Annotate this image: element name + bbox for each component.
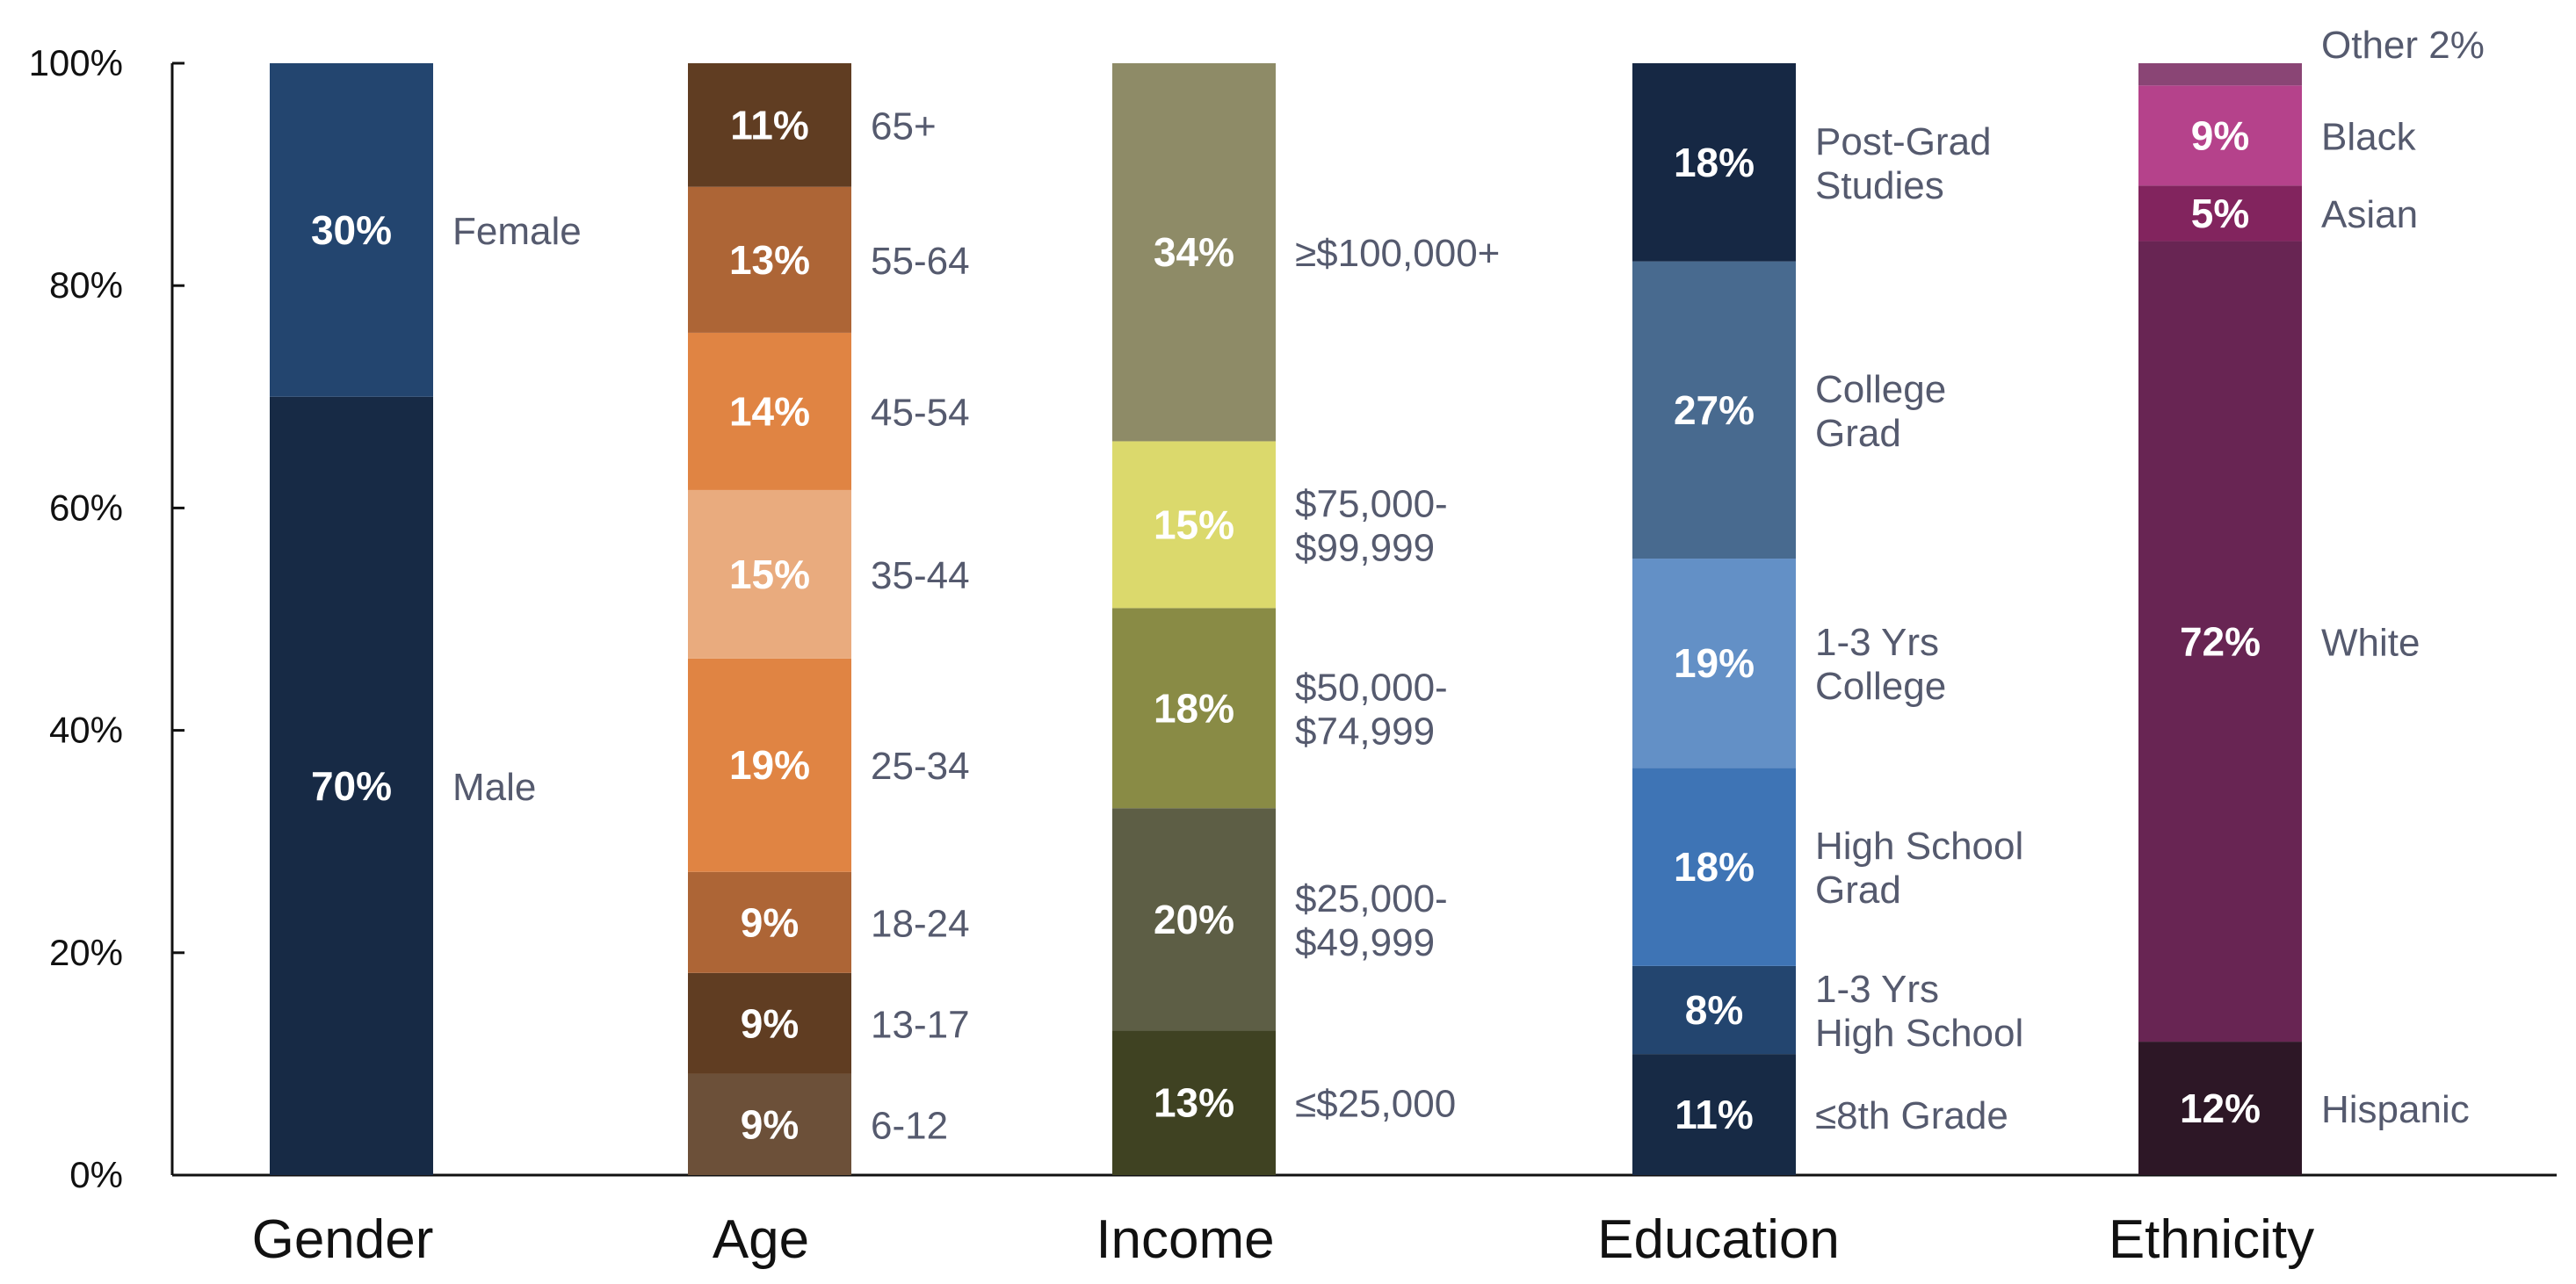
- segment-label-ethnicity: Asian: [2321, 193, 2418, 236]
- data-label: 18%: [1674, 844, 1755, 890]
- y-tick-label: 0%: [69, 1154, 123, 1195]
- bar-segment-education-college-grad: [1632, 261, 1796, 559]
- bar-segment-income-25-000: [1112, 1030, 1276, 1175]
- segment-label-age: 18-24: [871, 902, 970, 945]
- bar-segment-ethnicity-white: [2138, 241, 2302, 1042]
- segment-label-age: 13-17: [871, 1003, 970, 1046]
- group-label-gender: Gender: [252, 1209, 434, 1270]
- data-label: 14%: [729, 388, 810, 434]
- bar-segment-age-55-64: [688, 186, 851, 333]
- group-label-age: Age: [713, 1209, 809, 1270]
- segment-label-education: 1-3 Yrs High School: [1815, 968, 2023, 1055]
- bar-segment-gender-female: [270, 63, 433, 397]
- data-label: 19%: [1674, 640, 1755, 686]
- segment-label-education: Post-Grad Studies: [1815, 120, 1992, 207]
- data-label: 9%: [741, 899, 799, 945]
- bar-segment-income-100-000: [1112, 63, 1276, 442]
- segment-label-income: $25,000-$49,999: [1295, 877, 1448, 964]
- bar-segment-age-45-54: [688, 332, 851, 490]
- labels: 70% Male 30% Female Gender 9% 6-12 9% 13-17 9% 18-…: [252, 24, 2485, 1270]
- segment-label-age: 6-12: [871, 1104, 948, 1147]
- bar-segment-ethnicity-hispanic: [2138, 1042, 2302, 1175]
- segment-label-income: $75,000-$99,999: [1295, 482, 1448, 569]
- y-axis: 0% 20% 40% 60% 80% 100%: [29, 42, 2557, 1195]
- segment-label-ethnicity: Other 2%: [2321, 24, 2485, 67]
- data-label: 11%: [730, 102, 809, 148]
- bar-segment-age-65: [688, 63, 851, 187]
- y-tick-label: 80%: [49, 264, 123, 306]
- segment-label-age: 45-54: [871, 391, 970, 434]
- group-label-education: Education: [1597, 1209, 1840, 1270]
- segment-label-ethnicity: White: [2321, 621, 2420, 664]
- bar-segment-ethnicity-other-2: [2138, 63, 2302, 86]
- data-label: 9%: [741, 1101, 799, 1147]
- segment-label-income: ≤$25,000: [1295, 1083, 1456, 1126]
- bar-segment-education-8th-grade: [1632, 1054, 1796, 1175]
- segment-label-ethnicity: Hispanic: [2321, 1088, 2470, 1131]
- data-label: 11%: [1675, 1092, 1754, 1137]
- segment-label-age: 55-64: [871, 240, 970, 283]
- segment-label-gender: Male: [452, 766, 536, 809]
- segment-label-education: 1-3 Yrs College: [1815, 621, 1946, 708]
- segment-label-education: High School Grad: [1815, 825, 2023, 912]
- bar-segment-age-6-12: [688, 1073, 851, 1175]
- bar-segment-age-13-17: [688, 972, 851, 1074]
- data-label: 20%: [1154, 897, 1234, 942]
- bars: [270, 63, 2302, 1175]
- group-label-ethnicity: Ethnicity: [2109, 1209, 2314, 1270]
- segment-label-education: College Grad: [1815, 368, 1946, 455]
- bar-segment-age-25-34: [688, 658, 851, 872]
- bar-segment-education-1-3-yrs-high-school: [1632, 965, 1796, 1055]
- data-label: 18%: [1154, 685, 1234, 731]
- data-label: 8%: [1685, 987, 1743, 1033]
- segment-label-income: ≥$100,000+: [1295, 232, 1500, 275]
- bar-segment-education-1-3-yrs-college: [1632, 559, 1796, 768]
- bar-segment-income-75-000-99-999: [1112, 441, 1276, 609]
- segment-label-gender: Female: [452, 210, 582, 253]
- segment-label-education: ≤8th Grade: [1815, 1094, 2008, 1137]
- data-label: 19%: [729, 742, 810, 788]
- bar-segment-education-post-grad-studies: [1632, 63, 1796, 262]
- bar-segment-education-high-school-grad: [1632, 768, 1796, 966]
- segment-label-ethnicity: Black: [2321, 115, 2417, 158]
- data-label: 30%: [311, 207, 392, 253]
- segment-label-age: 25-34: [871, 745, 970, 788]
- bar-segment-gender-male: [270, 396, 433, 1175]
- bar-segment-age-18-24: [688, 871, 851, 973]
- data-label: 5%: [2191, 191, 2249, 236]
- data-label: 13%: [1154, 1080, 1234, 1126]
- data-label: 27%: [1674, 387, 1755, 433]
- group-label-income: Income: [1096, 1209, 1274, 1270]
- segment-label-income: $50,000-$74,999: [1295, 666, 1448, 753]
- data-label: 15%: [1154, 501, 1234, 547]
- data-label: 12%: [2180, 1086, 2261, 1131]
- bar-segment-ethnicity-asian: [2138, 185, 2302, 242]
- data-label: 34%: [1154, 229, 1234, 275]
- segment-label-age: 65+: [871, 105, 937, 148]
- data-label: 9%: [741, 1000, 799, 1046]
- bar-segment-income-50-000-74-999: [1112, 608, 1276, 809]
- y-tick-label: 60%: [49, 487, 123, 528]
- y-tick-label: 100%: [29, 42, 123, 83]
- segment-label-age: 35-44: [871, 554, 970, 597]
- bar-segment-ethnicity-black: [2138, 85, 2302, 186]
- bar-segment-age-35-44: [688, 489, 851, 659]
- y-tick-label: 40%: [49, 710, 123, 751]
- y-tick-label: 20%: [49, 932, 123, 973]
- data-label: 18%: [1674, 140, 1755, 185]
- data-label: 15%: [729, 552, 810, 597]
- bar-segment-income-25-000-49-999: [1112, 808, 1276, 1031]
- data-label: 72%: [2180, 618, 2261, 664]
- data-label: 70%: [311, 763, 392, 809]
- data-label: 13%: [729, 237, 810, 283]
- data-label: 9%: [2191, 112, 2249, 158]
